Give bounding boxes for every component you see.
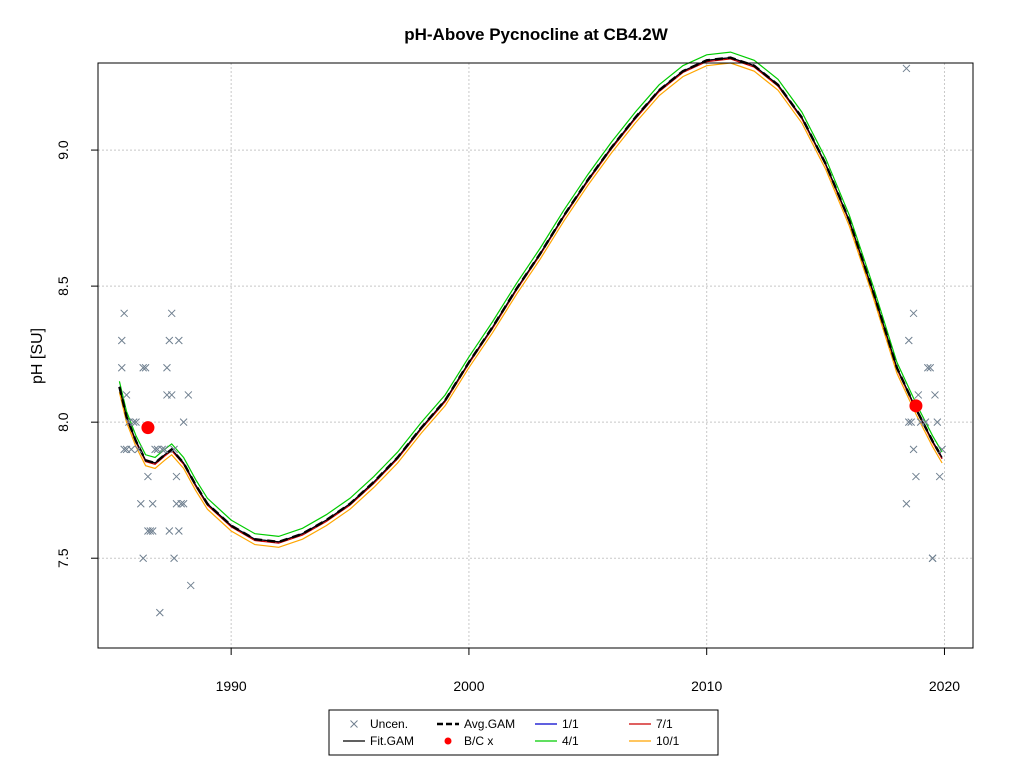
observation-point-53 (923, 363, 932, 372)
y-axis-label: pH [SU] (29, 328, 46, 384)
observation-point-33 (172, 472, 181, 481)
series-line-3 (118, 62, 943, 548)
legend-label-6: 7/1 (656, 717, 673, 731)
legend-label-5: 4/1 (562, 734, 579, 748)
observation-point-15 (144, 472, 152, 481)
observation-point-2 (117, 363, 126, 372)
observation-point-12 (139, 363, 148, 372)
observation-point-49 (912, 472, 920, 481)
observation-point-58 (933, 418, 942, 427)
legend-label-1: Fit.GAM (370, 734, 414, 748)
legend-label-0: Uncen. (370, 717, 408, 731)
observation-point-48 (909, 309, 918, 318)
observation-point-32 (170, 445, 178, 454)
x-tick-label-3: 2020 (929, 678, 960, 694)
observation-point-27 (165, 527, 174, 535)
observation-point-42 (902, 64, 911, 73)
observation-point-39 (179, 418, 188, 427)
legend-symbol-3 (444, 737, 452, 745)
observation-point-0 (117, 336, 126, 345)
x-tick-label-0: 1990 (216, 678, 247, 694)
observation-point-44 (904, 418, 913, 427)
chart-title: pH-Above Pycnocline at CB4.2W (404, 25, 669, 44)
y-tick-label-1: 8.0 (55, 412, 71, 432)
observation-point-23 (158, 445, 167, 454)
observation-point-26 (163, 363, 171, 372)
observation-point-52 (921, 418, 930, 427)
observation-point-45 (904, 336, 913, 345)
fit-lines (118, 51, 944, 548)
observation-point-40 (184, 391, 193, 399)
observation-point-54 (926, 363, 935, 372)
observation-point-20 (151, 445, 159, 454)
observation-point-24 (160, 445, 169, 454)
observation-point-57 (931, 391, 939, 399)
x-axis: 1990 2000 2010 2020 (216, 648, 960, 694)
observation-points (117, 64, 946, 617)
bc-point-1 (909, 399, 923, 413)
bc-points (141, 399, 923, 435)
observation-point-35 (174, 336, 183, 345)
observation-point-41 (186, 581, 195, 590)
observation-point-8 (129, 418, 138, 427)
observation-point-36 (174, 527, 183, 535)
observation-point-59 (935, 472, 944, 481)
observation-point-56 (928, 554, 937, 563)
legend-label-3: B/C x (464, 734, 493, 748)
plot-frame (97, 62, 974, 649)
legend-label-4: 1/1 (562, 717, 579, 731)
observation-point-9 (132, 418, 140, 427)
y-tick-label-2: 8.5 (55, 276, 71, 296)
legend-box (328, 709, 719, 756)
y-tick-label-0: 7.5 (55, 548, 71, 568)
observation-point-10 (134, 445, 143, 454)
legend-symbol-0 (350, 720, 358, 728)
observation-point-29 (167, 309, 176, 318)
observation-point-47 (909, 445, 918, 454)
legend-label-7: 10/1 (656, 734, 680, 748)
observation-point-50 (914, 391, 923, 399)
observation-point-18 (148, 499, 157, 508)
legend: Uncen. Fit.GAM Avg.GAM B/C x 1/1 4/1 7/1 10/1 (328, 709, 719, 756)
observation-point-13 (139, 554, 148, 563)
observation-point-4 (120, 445, 129, 454)
bc-point-0 (141, 421, 155, 435)
observation-point-19 (148, 527, 157, 535)
observation-point-14 (141, 363, 150, 372)
observation-point-11 (136, 499, 145, 508)
avg-gam-line (118, 56, 944, 544)
observation-point-17 (146, 527, 155, 535)
observation-point-31 (170, 554, 178, 563)
observation-point-30 (167, 391, 176, 399)
observation-point-3 (122, 391, 131, 399)
observation-point-28 (165, 336, 174, 345)
observation-point-37 (177, 499, 186, 508)
legend-label-2: Avg.GAM (464, 717, 515, 731)
observation-point-38 (179, 499, 188, 508)
observation-point-43 (902, 499, 911, 508)
x-tick-label-1: 2000 (453, 678, 484, 694)
observation-point-46 (907, 418, 916, 427)
observation-point-1 (120, 309, 129, 318)
series-line-1 (118, 51, 943, 538)
x-tick-label-2: 2010 (691, 678, 722, 694)
observation-point-22 (155, 608, 164, 617)
observation-point-7 (127, 445, 136, 454)
y-axis: 7.5 8.0 8.5 9.0 (55, 140, 98, 568)
y-tick-label-3: 9.0 (55, 140, 71, 160)
observation-point-60 (938, 445, 946, 454)
grid (98, 63, 973, 648)
